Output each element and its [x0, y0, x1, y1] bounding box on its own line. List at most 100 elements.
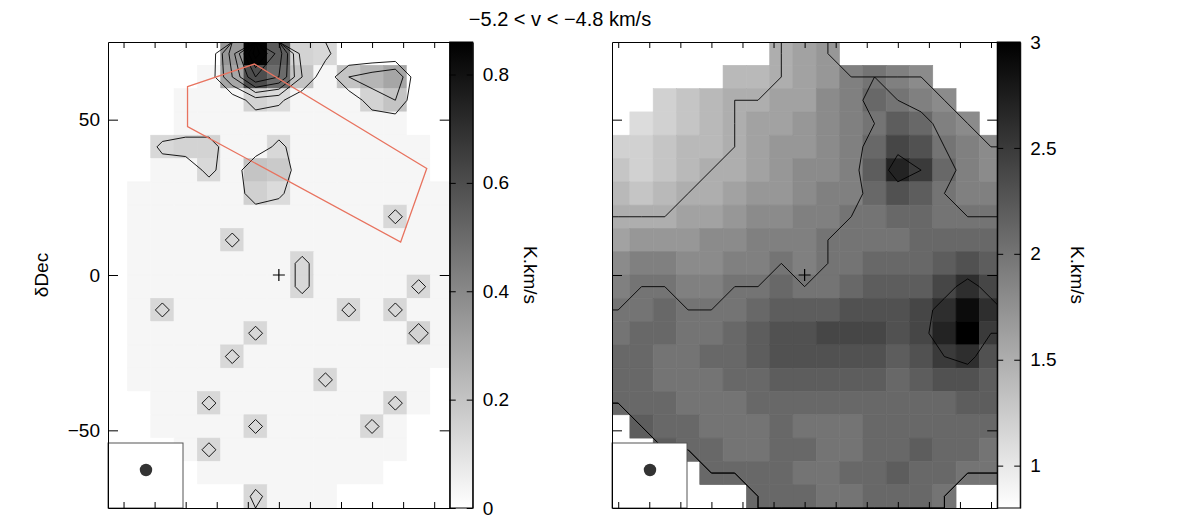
cell [700, 275, 723, 298]
cell [314, 159, 337, 182]
tick [867, 502, 868, 508]
cell [653, 112, 676, 135]
cell [407, 461, 430, 484]
cell [151, 322, 174, 345]
cell [909, 228, 932, 251]
tick-mark [929, 42, 930, 48]
cell [314, 438, 337, 461]
cell [244, 345, 267, 368]
contour [249, 42, 268, 68]
cell [793, 345, 816, 368]
tick [711, 502, 712, 508]
cell [267, 345, 290, 368]
cell [430, 461, 449, 484]
cell [979, 438, 997, 461]
tick-mark [155, 502, 156, 508]
cell [630, 112, 653, 135]
contour [888, 155, 997, 365]
tick-mark [960, 42, 961, 48]
cell [816, 89, 839, 112]
cell [384, 205, 407, 228]
cell [174, 322, 197, 345]
cell [384, 345, 407, 368]
tick [929, 42, 930, 48]
cell [676, 392, 699, 415]
cell [127, 252, 150, 275]
cell [793, 205, 816, 228]
cell [267, 205, 290, 228]
tick [680, 42, 681, 48]
tick-mark [108, 275, 118, 276]
cell [770, 135, 793, 158]
cell [700, 89, 723, 112]
cell [816, 345, 839, 368]
cell [174, 345, 197, 368]
cell [886, 252, 909, 275]
cell [700, 322, 723, 345]
cell [407, 182, 430, 205]
cell [793, 392, 816, 415]
cell [770, 438, 793, 461]
tick-mark [450, 291, 456, 292]
cell [700, 438, 723, 461]
cell [221, 275, 244, 298]
axis [987, 43, 998, 509]
cell [151, 298, 174, 321]
beam-box [612, 443, 687, 508]
cell [653, 392, 676, 415]
cell [723, 182, 746, 205]
cell [979, 252, 997, 275]
cell [174, 89, 197, 112]
tick [310, 502, 311, 508]
cell [174, 112, 197, 135]
cell [430, 135, 449, 158]
tick-mark [680, 42, 681, 48]
cell [360, 415, 383, 438]
cell [653, 298, 676, 321]
tick [310, 42, 311, 48]
cell [816, 205, 839, 228]
cell [840, 298, 863, 321]
cell [407, 485, 430, 508]
cell [816, 135, 839, 158]
cell [909, 368, 932, 391]
cell [267, 368, 290, 391]
cell [407, 415, 430, 438]
cell [407, 89, 430, 112]
cell [979, 415, 997, 438]
tick-mark [997, 42, 1003, 43]
cell [174, 228, 197, 251]
cell [384, 159, 407, 182]
cell [700, 135, 723, 158]
cell [108, 112, 127, 135]
tick [680, 502, 681, 508]
cell [430, 438, 449, 461]
cell [840, 415, 863, 438]
cell [676, 415, 699, 438]
cell [337, 485, 360, 508]
cell [291, 275, 314, 298]
cell [291, 205, 314, 228]
cell [337, 415, 360, 438]
cell [267, 159, 290, 182]
cell [221, 322, 244, 345]
cell [863, 438, 886, 461]
tick-mark [155, 42, 156, 48]
cell [127, 205, 150, 228]
cell [151, 112, 174, 135]
cell [244, 415, 267, 438]
tick: 0.4 [467, 281, 510, 302]
panel: −50050δDec00.20.40.60.8K.km/s [31, 42, 541, 519]
cell [314, 65, 337, 88]
cell [314, 89, 337, 112]
cell [816, 298, 839, 321]
cell [337, 205, 360, 228]
cell [933, 228, 956, 251]
cell [174, 392, 197, 415]
tick-label: 0.8 [483, 64, 509, 85]
cell [886, 275, 909, 298]
cell [384, 461, 407, 484]
cell [770, 205, 793, 228]
cell [816, 368, 839, 391]
cell [360, 182, 383, 205]
